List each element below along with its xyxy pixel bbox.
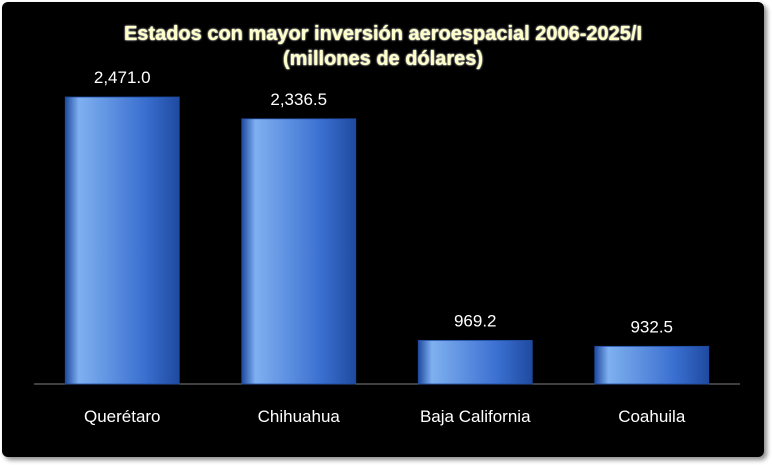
- bar-0: [64, 96, 180, 385]
- chart-subtitle: (millones de dólares): [282, 48, 484, 70]
- value-label-2: 969.2: [454, 311, 497, 330]
- bar-2: [417, 339, 533, 385]
- value-label-1: 2,336.5: [270, 90, 327, 109]
- bar-chart: 2,471.0 Querétaro 2,336.5 Chihuahua 969.2 Baj…: [34, 68, 740, 426]
- bar-3: [594, 345, 710, 385]
- value-label-3: 932.5: [630, 317, 673, 336]
- chart-frame: Estados con mayor inversión aeroespacial…: [2, 2, 764, 457]
- category-label-1: Chihuahua: [258, 407, 341, 426]
- chart-title: Estados con mayor inversión aeroespacial…: [123, 23, 643, 45]
- bar-1: [241, 118, 357, 385]
- chart-title-block: Estados con mayor inversión aeroespacial…: [2, 22, 764, 72]
- value-label-0: 2,471.0: [94, 68, 151, 87]
- category-label-0: Querétaro: [84, 407, 161, 426]
- category-label-2: Baja California: [420, 407, 531, 426]
- category-label-3: Coahuila: [618, 407, 686, 426]
